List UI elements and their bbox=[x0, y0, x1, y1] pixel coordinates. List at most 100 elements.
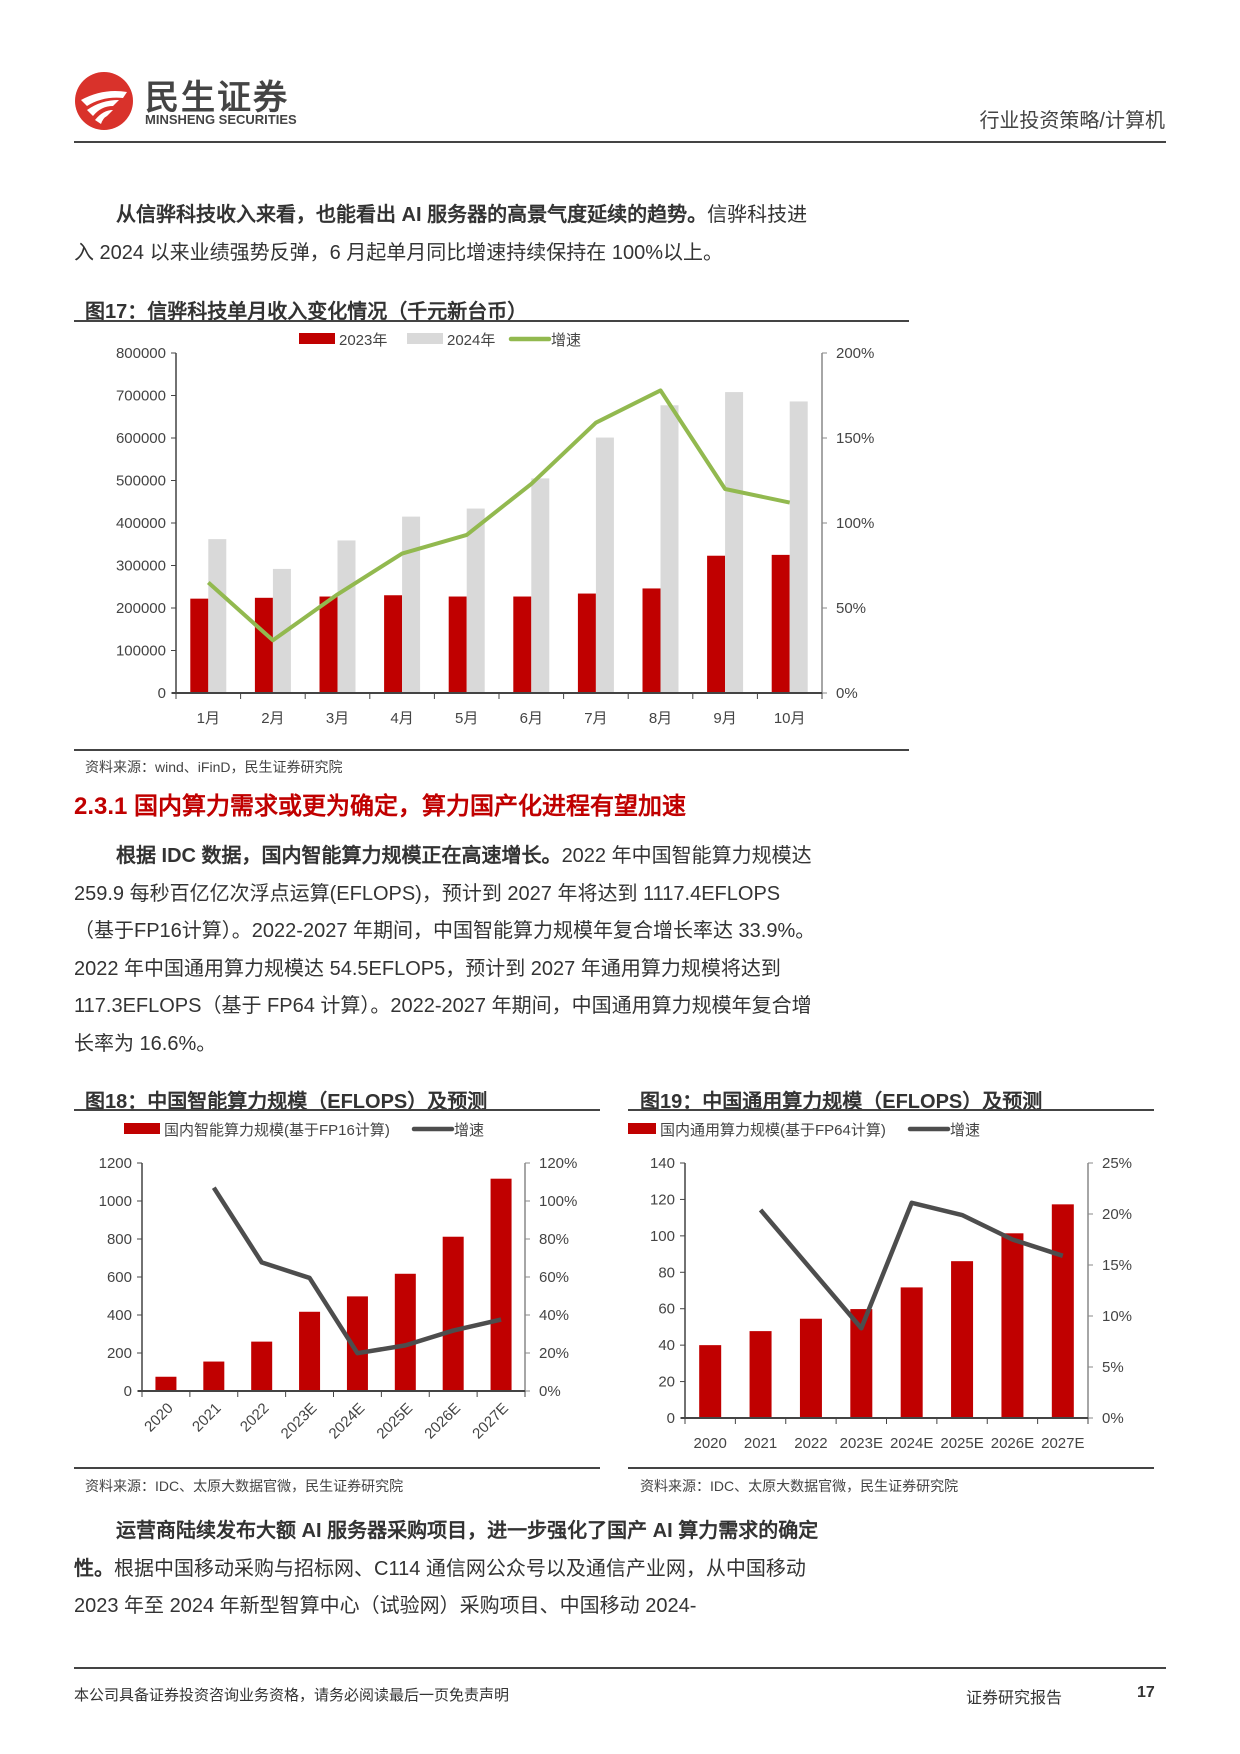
right-tick-label: 15% bbox=[1102, 1257, 1132, 1274]
bar-2023年 bbox=[771, 554, 790, 693]
legend-label: 增速 bbox=[950, 1122, 980, 1139]
paragraph-3-lead: 运营商陆续发布大额 AI 服务器采购项目，进一步强化了国产 AI 算力需求的确定… bbox=[74, 1520, 819, 1580]
x-tick-label: 2025E bbox=[940, 1435, 983, 1452]
logo-text-cn: 民生证券 bbox=[145, 79, 289, 117]
bar-2024年 bbox=[531, 478, 550, 693]
bar-2023年 bbox=[448, 596, 467, 693]
left-tick-label: 500000 bbox=[116, 473, 166, 490]
bar-国内通用算力规模(基于FP64计算) bbox=[951, 1261, 974, 1418]
x-tick-label: 2025E bbox=[373, 1400, 416, 1443]
x-tick-label: 1月 bbox=[197, 710, 220, 727]
bar-国内通用算力规模(基于FP64计算) bbox=[1051, 1204, 1074, 1418]
bar-2024年 bbox=[466, 508, 485, 693]
bar-2024年 bbox=[789, 401, 808, 693]
paragraph-1: 从信骅科技收入来看，也能看出 AI 服务器的高景气度延续的趋势。信骅科技进入 2… bbox=[74, 197, 814, 272]
x-tick-label: 2月 bbox=[261, 710, 284, 727]
right-tick-label: 10% bbox=[1102, 1308, 1132, 1325]
bar-2024年 bbox=[402, 516, 421, 693]
figure-19-title: 图19：中国通用算力规模（EFLOPS）及预测 bbox=[640, 1091, 1043, 1113]
bar-2023年 bbox=[513, 596, 532, 693]
bar-2023年 bbox=[190, 598, 209, 693]
right-tick-label: 20% bbox=[1102, 1206, 1132, 1223]
right-tick-label: 5% bbox=[1102, 1359, 1124, 1376]
line-增速 bbox=[206, 388, 791, 643]
bar-2023年 bbox=[384, 595, 403, 693]
bar-2024年 bbox=[660, 405, 679, 693]
right-tick-label: 40% bbox=[539, 1307, 569, 1324]
right-tick-label: 80% bbox=[539, 1231, 569, 1248]
right-tick-label: 60% bbox=[539, 1269, 569, 1286]
legend-swatch bbox=[299, 333, 335, 344]
figure-17-bottom-rule bbox=[74, 749, 909, 751]
company-logo: 民生证券 MINSHENG SECURITIES bbox=[73, 70, 303, 132]
paragraph-2-lead: 根据 IDC 数据，国内智能算力规模正在高速增长。 bbox=[116, 845, 562, 867]
figure-18-top-rule bbox=[74, 1109, 600, 1111]
figure-18-source: 资料来源：IDC、太原大数据官微，民生证券研究院 bbox=[85, 1478, 404, 1494]
legend-label: 国内智能算力规模(基于FP16计算) bbox=[164, 1121, 390, 1139]
paragraph-2-body: 2022 年中国智能算力规模达 259.9 每秒百亿亿次浮点运算(EFLOPS)… bbox=[74, 845, 816, 1055]
legend-label: 国内通用算力规模(基于FP64计算) bbox=[660, 1121, 886, 1139]
left-tick-label: 100 bbox=[650, 1228, 675, 1245]
left-tick-label: 200000 bbox=[116, 600, 166, 617]
logo-text-en: MINSHENG SECURITIES bbox=[145, 112, 297, 127]
x-tick-label: 10月 bbox=[774, 710, 806, 727]
x-tick-label: 2022 bbox=[794, 1435, 827, 1452]
right-tick-label: 50% bbox=[836, 600, 866, 617]
footer-disclaimer: 本公司具备证券投资咨询业务资格，请务必阅读最后一页免责声明 bbox=[74, 1687, 510, 1704]
left-tick-label: 0 bbox=[124, 1383, 132, 1400]
left-tick-label: 80 bbox=[658, 1264, 675, 1281]
left-tick-label: 0 bbox=[158, 685, 166, 702]
left-tick-label: 800 bbox=[107, 1231, 132, 1248]
bar-2023年 bbox=[707, 555, 726, 693]
figure-18-chart: 0 200 400 600 800 1000 1200 0% 20% 40% 60% 80% 100% 1… bbox=[99, 1121, 578, 1443]
x-tick-label: 2027E bbox=[1041, 1435, 1084, 1452]
right-tick-label: 200% bbox=[836, 345, 874, 362]
left-tick-label: 40 bbox=[658, 1337, 675, 1354]
bar-2024年 bbox=[208, 539, 227, 693]
x-tick-label: 2026E bbox=[421, 1400, 464, 1443]
x-tick-label: 5月 bbox=[455, 710, 478, 727]
legend-label: 2023年 bbox=[339, 332, 387, 349]
figure-19-chart: 0 20 40 60 80 100 120 140 0% 5% 10% 15% 20% 25% 2020 20… bbox=[628, 1121, 1132, 1452]
footer-divider bbox=[74, 1667, 1166, 1669]
report-category: 行业投资策略/计算机 bbox=[979, 110, 1165, 132]
bar-2024年 bbox=[337, 540, 356, 693]
legend-label: 增速 bbox=[551, 332, 581, 349]
x-tick-label: 3月 bbox=[326, 710, 349, 727]
bar-国内智能算力规模(基于FP16计算) bbox=[155, 1376, 177, 1391]
bar-2024年 bbox=[595, 437, 614, 693]
x-tick-label: 9月 bbox=[713, 710, 736, 727]
bar-国内智能算力规模(基于FP16计算) bbox=[346, 1296, 368, 1391]
right-tick-label: 100% bbox=[836, 515, 874, 532]
bar-2024年 bbox=[272, 568, 291, 693]
right-tick-label: 100% bbox=[539, 1193, 577, 1210]
left-tick-label: 600 bbox=[107, 1269, 132, 1286]
bar-国内智能算力规模(基于FP16计算) bbox=[394, 1273, 416, 1391]
page-number: 17 bbox=[1137, 1684, 1155, 1701]
paragraph-2: 根据 IDC 数据，国内智能算力规模正在高速增长。2022 年中国智能算力规模达… bbox=[74, 838, 819, 1063]
bar-国内通用算力规模(基于FP64计算) bbox=[900, 1287, 923, 1418]
header-divider bbox=[74, 141, 1166, 143]
x-tick-label: 8月 bbox=[649, 710, 672, 727]
legend-label: 2024年 bbox=[447, 332, 495, 349]
x-tick-label: 2024E bbox=[890, 1435, 933, 1452]
legend-swatch bbox=[628, 1123, 656, 1134]
left-tick-label: 1200 bbox=[99, 1155, 132, 1172]
bar-2023年 bbox=[642, 588, 661, 693]
bar-2023年 bbox=[254, 597, 273, 693]
bar-国内智能算力规模(基于FP16计算) bbox=[442, 1236, 464, 1391]
x-tick-label: 2020 bbox=[694, 1435, 727, 1452]
left-tick-label: 300000 bbox=[116, 558, 166, 575]
logo-emblem-icon bbox=[75, 72, 133, 130]
figure-18-title: 图18：中国智能算力规模（EFLOPS）及预测 bbox=[85, 1091, 488, 1113]
left-tick-label: 800000 bbox=[116, 345, 166, 362]
paragraph-1-lead: 从信骅科技收入来看，也能看出 AI 服务器的高景气度延续的趋势。 bbox=[116, 204, 708, 226]
figure-19-bottom-rule bbox=[628, 1467, 1154, 1469]
x-tick-label: 7月 bbox=[584, 710, 607, 727]
left-tick-label: 700000 bbox=[116, 388, 166, 405]
x-tick-label: 2021 bbox=[189, 1400, 225, 1436]
left-tick-label: 120 bbox=[650, 1191, 675, 1208]
figure-18-bottom-rule bbox=[74, 1467, 600, 1469]
left-tick-label: 60 bbox=[658, 1301, 675, 1318]
left-tick-label: 200 bbox=[107, 1345, 132, 1362]
